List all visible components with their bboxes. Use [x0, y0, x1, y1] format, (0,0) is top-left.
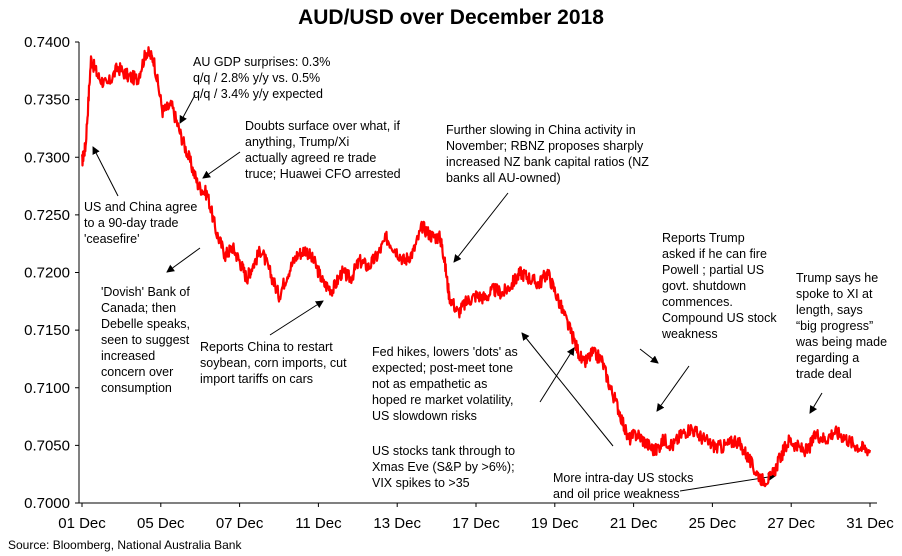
annotation-fed-hikes: Fed hikes, lowers 'dots' as expected; po…	[372, 345, 518, 423]
annotation-arrow	[269, 300, 324, 336]
y-tick-label: 0.7100	[24, 380, 70, 397]
annotation-trade-progress: Trump says he spoke to XI at length, say…	[796, 271, 888, 381]
y-tick-label: 0.7350	[24, 92, 70, 109]
annotation-arrow	[809, 392, 823, 414]
x-tick-label: 19 Dec	[531, 515, 579, 532]
annotation-arrow	[166, 247, 201, 273]
annotation-intraday-weakness: More intra-day US stocks and oil price w…	[553, 471, 694, 501]
annotation-arrow	[202, 151, 241, 179]
y-tick-label: 0.7150	[24, 322, 70, 339]
annotation-trump-powell: Reports Trump asked if he can fire Powel…	[662, 231, 777, 341]
y-tick-label: 0.7000	[24, 495, 70, 512]
series-line-audusd	[80, 46, 872, 488]
annotation-arrow	[521, 332, 614, 447]
annotation-us-stocks-tank: US stocks tank through to Xmas Eve (S&P …	[372, 444, 516, 490]
chart-title: AUD/USD over December 2018	[298, 6, 604, 29]
annotation-arrow	[453, 192, 509, 263]
annotation-dovish-boc: 'Dovish' Bank of Canada; then Debelle sp…	[101, 285, 190, 395]
x-tick-label: 05 Dec	[137, 515, 185, 532]
x-tick-label: 31 Dec	[846, 515, 894, 532]
annotation-trump-xi-doubts: Doubts surface over what, if anything, T…	[245, 119, 401, 181]
x-tick-label: 13 Dec	[373, 515, 421, 532]
y-tick-label: 0.7400	[24, 34, 70, 51]
annotation-china-slowing-rbnz: Further slowing in China activity in Nov…	[446, 123, 649, 185]
x-tick-label: 21 Dec	[610, 515, 658, 532]
annotation-arrow	[179, 94, 196, 124]
annotation-arrow	[656, 365, 690, 412]
x-tick-label: 07 Dec	[216, 515, 264, 532]
x-tick-label: 17 Dec	[452, 515, 500, 532]
annotation-arrow	[539, 347, 575, 403]
annotation-au-gdp: AU GDP surprises: 0.3% q/q / 2.8% y/y vs…	[193, 55, 331, 101]
annotation-arrow	[92, 146, 119, 197]
annotation-china-soybean: Reports China to restart soybean, corn i…	[200, 340, 347, 386]
y-tick-label: 0.7300	[24, 149, 70, 166]
x-tick-label: 11 Dec	[295, 515, 342, 532]
x-tick-label: 25 Dec	[689, 515, 737, 532]
x-tick-label: 01 Dec	[58, 515, 106, 532]
x-tick-label: 27 Dec	[767, 515, 815, 532]
y-tick-label: 0.7250	[24, 207, 70, 224]
y-tick-label: 0.7200	[24, 265, 70, 282]
annotation-trade-ceasefire: US and China agree to a 90-day trade 'ce…	[84, 200, 198, 246]
y-tick-label: 0.7050	[24, 437, 70, 454]
source-note: Source: Bloomberg, National Australia Ba…	[8, 538, 242, 552]
annotation-arrow	[639, 348, 659, 364]
